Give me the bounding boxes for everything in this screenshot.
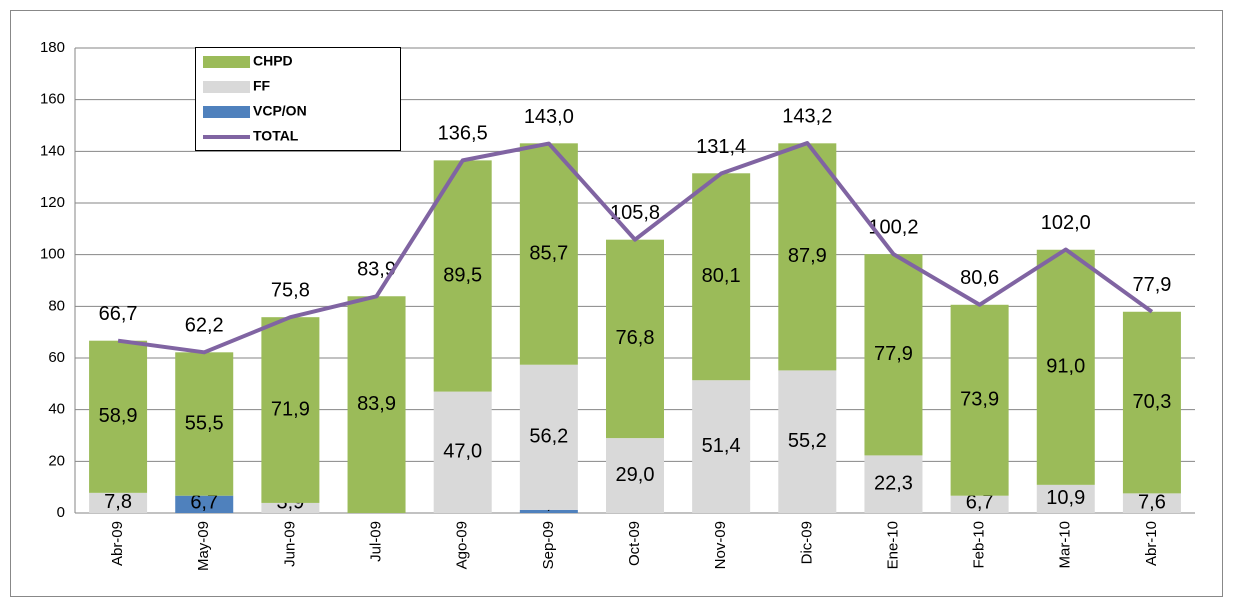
data-label: 62,2 bbox=[185, 315, 224, 337]
data-label: 51,4 bbox=[702, 435, 741, 457]
data-label: 70,3 bbox=[1132, 391, 1171, 413]
bar-segment bbox=[519, 509, 578, 513]
y-tick-label: 140 bbox=[40, 142, 65, 159]
bar-segment bbox=[175, 352, 234, 496]
data-label: 71,9 bbox=[271, 398, 310, 420]
data-label: 55,2 bbox=[788, 430, 827, 452]
x-tick-label: Feb-10 bbox=[971, 521, 988, 569]
data-label: 136,5 bbox=[438, 123, 488, 145]
x-tick-label: Nov-09 bbox=[712, 521, 729, 569]
x-tick-label: Jun-09 bbox=[281, 521, 298, 567]
data-label: 7,6 bbox=[1138, 491, 1166, 513]
data-label: 105,8 bbox=[610, 202, 660, 224]
bar-segment bbox=[950, 495, 1009, 513]
x-tick-label: Abr-09 bbox=[109, 521, 126, 566]
bar-segment bbox=[606, 239, 664, 439]
y-tick-label: 180 bbox=[40, 39, 65, 56]
bar-segment bbox=[261, 502, 320, 513]
legend-swatch bbox=[203, 106, 250, 118]
x-tick-label: Sep-09 bbox=[540, 521, 557, 569]
data-label: 80,1 bbox=[702, 265, 741, 287]
y-tick-label: 120 bbox=[40, 194, 65, 211]
bar-segment bbox=[606, 438, 664, 513]
data-label: 10,9 bbox=[1046, 487, 1085, 509]
data-label: 76,8 bbox=[616, 327, 655, 349]
bar-segment bbox=[1122, 311, 1181, 494]
bar-segment bbox=[692, 173, 751, 381]
data-label: 143,0 bbox=[524, 106, 574, 128]
bar-segment bbox=[433, 391, 492, 513]
data-label: 131,4 bbox=[696, 136, 746, 158]
data-label: 75,8 bbox=[271, 279, 310, 301]
bar-segment bbox=[778, 370, 837, 513]
data-label: 143,2 bbox=[782, 105, 832, 127]
bar-segment bbox=[864, 455, 923, 513]
data-label: 91,0 bbox=[1046, 356, 1085, 378]
data-label: 58,9 bbox=[99, 405, 138, 427]
bar-segment bbox=[1122, 493, 1181, 513]
bar-segment bbox=[1036, 249, 1095, 485]
bar-segment bbox=[950, 304, 1009, 496]
bar-segment bbox=[433, 160, 492, 392]
total-line bbox=[117, 141, 1154, 355]
data-label: 89,5 bbox=[443, 264, 482, 286]
bar-segment bbox=[347, 296, 406, 513]
y-tick-label: 100 bbox=[40, 246, 65, 263]
data-label: 29,0 bbox=[616, 464, 655, 486]
legend-label: FF bbox=[253, 78, 271, 94]
data-label: 73,9 bbox=[960, 389, 999, 411]
data-label: 102,0 bbox=[1041, 212, 1091, 234]
data-label: 56,2 bbox=[529, 426, 568, 448]
y-tick-label: 160 bbox=[40, 91, 65, 108]
y-tick-label: 60 bbox=[48, 349, 65, 366]
legend-label: TOTAL bbox=[253, 128, 299, 144]
data-label: 47,0 bbox=[443, 441, 482, 463]
x-tick-label: Abr-10 bbox=[1143, 521, 1160, 566]
y-tick-label: 20 bbox=[48, 452, 65, 469]
data-label: 87,9 bbox=[788, 245, 827, 267]
bar-segment bbox=[175, 495, 234, 513]
legend-swatch bbox=[203, 81, 250, 93]
legend-label: CHPD bbox=[253, 53, 293, 69]
x-tick-label: Ene-10 bbox=[884, 521, 901, 569]
bar-segment bbox=[519, 364, 578, 510]
bar-segment bbox=[692, 380, 751, 513]
legend-swatch bbox=[203, 56, 250, 68]
y-tick-label: 40 bbox=[48, 401, 65, 418]
bar-segment bbox=[261, 317, 320, 503]
data-label: 83,9 bbox=[357, 259, 396, 281]
x-tick-label: May-09 bbox=[195, 521, 212, 571]
x-tick-label: Dic-09 bbox=[798, 521, 815, 564]
data-label: 55,5 bbox=[185, 412, 224, 434]
bar-segment bbox=[778, 143, 837, 371]
data-label: 85,7 bbox=[529, 242, 568, 264]
data-label: 100,2 bbox=[868, 216, 918, 238]
x-tick-label: Jul-09 bbox=[368, 521, 385, 562]
legend-label: VCP/ON bbox=[253, 103, 307, 119]
x-tick-label: Mar-10 bbox=[1057, 521, 1074, 569]
data-label: 6,7 bbox=[966, 491, 994, 513]
data-label: 83,9 bbox=[357, 393, 396, 415]
x-tick-label: Oct-09 bbox=[626, 521, 643, 566]
data-label: 6,7 bbox=[190, 491, 218, 513]
bar-segment bbox=[89, 340, 148, 493]
data-label: 7,8 bbox=[104, 491, 132, 513]
y-tick-label: 80 bbox=[48, 297, 65, 314]
data-label: 22,3 bbox=[874, 472, 913, 494]
y-tick-label: 0 bbox=[57, 504, 65, 521]
bar-segment bbox=[519, 143, 578, 365]
data-label: 66,7 bbox=[99, 303, 138, 325]
data-label: 80,6 bbox=[960, 267, 999, 289]
data-label: 77,9 bbox=[1132, 274, 1171, 296]
bar-segment bbox=[1036, 484, 1095, 513]
x-tick-label: Ago-09 bbox=[454, 521, 471, 569]
bar-segment bbox=[864, 254, 923, 456]
bar-segment bbox=[89, 492, 148, 513]
data-label: 77,9 bbox=[874, 343, 913, 365]
